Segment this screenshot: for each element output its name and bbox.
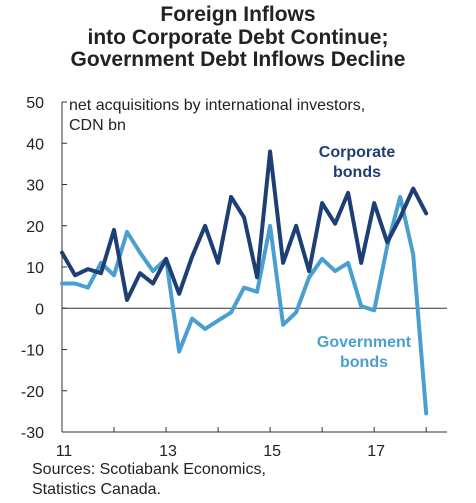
corporate-bonds-line: [60, 149, 429, 302]
government-label-line-1: Government: [317, 334, 412, 351]
y-tick-label: 40: [26, 136, 44, 153]
source-line-2: Statistics Canada.: [32, 481, 161, 498]
y-tick-label: 0: [35, 301, 44, 318]
government-bonds-line: [60, 194, 429, 416]
title-line-3: Government Debt Inflows Decline: [70, 48, 406, 71]
chart-subtitle-line-2: CDN bn: [69, 117, 126, 134]
x-tick-label: 13: [159, 443, 177, 460]
y-tick-label: -20: [21, 384, 44, 401]
source-note: Sources: Scotiabank Economics, Statistic…: [32, 460, 266, 500]
government-label-line-2: bonds: [340, 354, 388, 371]
title-line-1: Foreign Inflows: [160, 3, 316, 26]
x-tick-label: 11: [56, 443, 73, 460]
y-tick-label: 20: [26, 219, 44, 236]
title-line-2: into Corporate Debt Continue;: [87, 25, 389, 49]
chart-title: Foreign Inflows into Corporate Debt Cont…: [0, 3, 476, 72]
x-tick-label: 17: [367, 443, 385, 460]
y-tick-label: 30: [26, 178, 44, 195]
source-line-1: Sources: Scotiabank Economics,: [32, 461, 266, 478]
x-tick-label: 15: [263, 443, 281, 460]
y-tick-label: -10: [21, 343, 44, 360]
corporate-label-line-2: bonds: [333, 164, 381, 181]
y-tick-label: 10: [26, 260, 44, 277]
y-tick-label: -30: [21, 425, 44, 442]
y-tick-label: 50: [26, 95, 44, 112]
chart-subtitle-line-1: net acquisitions by international invest…: [69, 97, 365, 114]
corporate-label-line-1: Corporate: [319, 144, 396, 161]
